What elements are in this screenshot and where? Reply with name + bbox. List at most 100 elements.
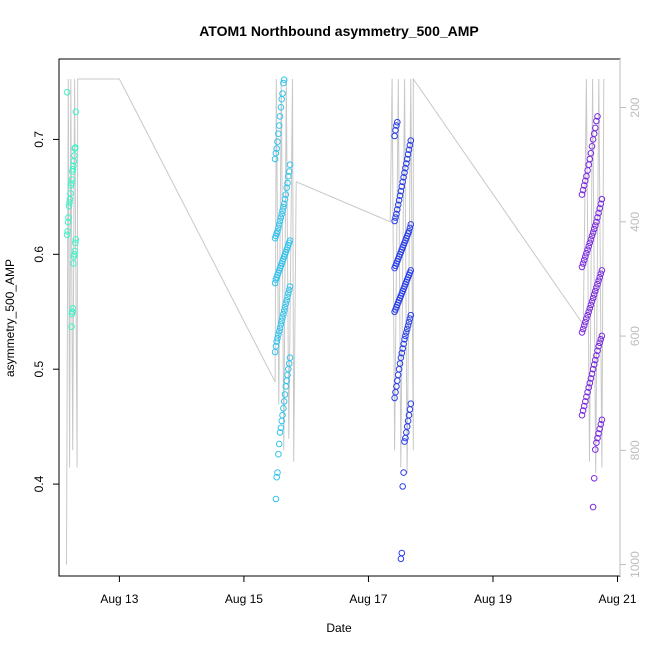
data-point — [597, 421, 605, 428]
data-point — [402, 332, 409, 340]
data-point — [271, 348, 279, 356]
data-point — [406, 224, 414, 232]
data-point — [578, 263, 586, 271]
data-point — [590, 291, 598, 298]
data-point — [68, 310, 76, 318]
data-point — [594, 113, 601, 120]
x-tick-label: Aug 13 — [100, 592, 138, 606]
data-point — [403, 325, 411, 333]
data-point — [72, 239, 79, 247]
y2-tick-label: 800 — [628, 440, 642, 460]
data-point — [587, 375, 595, 382]
data-point — [401, 336, 408, 343]
data-point — [280, 310, 287, 318]
data-point — [276, 324, 284, 332]
data-point — [579, 325, 587, 333]
data-point — [593, 352, 600, 359]
data-point — [272, 495, 280, 503]
data-point — [273, 338, 281, 345]
data-point — [66, 195, 74, 203]
data-point — [580, 402, 588, 410]
y2-tick-label: 400 — [628, 211, 642, 231]
data-point — [595, 277, 602, 285]
x-tick-label: Aug 21 — [598, 592, 636, 606]
data-point — [283, 184, 291, 191]
data-point — [67, 182, 75, 189]
data-point — [597, 200, 605, 208]
x-tick-label: Aug 17 — [349, 592, 387, 606]
data-point — [401, 438, 408, 445]
data-point — [394, 118, 401, 126]
data-point — [405, 146, 413, 154]
data-point — [589, 365, 597, 373]
data-point — [391, 308, 398, 316]
data-point — [403, 155, 411, 163]
data-point — [273, 473, 281, 481]
data-point — [579, 186, 587, 194]
data-point — [597, 336, 605, 343]
data-point — [271, 279, 279, 287]
data-point — [399, 178, 407, 186]
data-point — [598, 332, 606, 340]
data-point — [588, 370, 596, 378]
data-point — [406, 141, 414, 149]
data-point — [70, 158, 78, 165]
data-point — [280, 76, 288, 83]
data-point — [394, 201, 402, 209]
data-point — [275, 122, 283, 129]
data-point — [582, 398, 589, 405]
data-point — [275, 224, 282, 232]
data-point — [584, 246, 591, 253]
y2-tick-label: 1000 — [628, 551, 642, 578]
data-point — [70, 260, 77, 267]
data-point — [391, 132, 398, 140]
data-point — [400, 340, 407, 348]
data-point — [400, 469, 407, 476]
data-point — [282, 383, 290, 390]
data-point — [404, 151, 412, 158]
data-point — [593, 439, 600, 447]
data-point — [281, 303, 289, 311]
data-point — [391, 264, 398, 272]
chart-title: ATOM1 Northbound asymmetry_500_AMP — [199, 23, 479, 39]
data-point — [397, 555, 405, 563]
data-point — [394, 206, 401, 213]
data-point — [277, 321, 285, 328]
data-point — [583, 172, 590, 180]
data-point — [595, 430, 602, 437]
data-point — [582, 318, 589, 326]
data-point — [279, 207, 286, 214]
data-point — [404, 322, 412, 329]
data-point — [589, 503, 597, 511]
data-point — [589, 294, 597, 302]
data-point — [598, 416, 606, 424]
data-point — [282, 191, 290, 198]
data-point — [403, 160, 410, 167]
data-point — [587, 236, 595, 243]
data-point — [594, 434, 601, 442]
data-point — [275, 221, 283, 228]
data-point — [400, 174, 407, 181]
data-point — [580, 256, 588, 264]
data-point — [284, 179, 291, 187]
data-point — [401, 169, 408, 176]
data-point — [580, 322, 588, 329]
data-point — [278, 317, 286, 325]
data-point — [405, 318, 413, 326]
data-point — [397, 187, 405, 195]
data-point — [392, 214, 399, 221]
data-point — [596, 425, 604, 433]
data-point — [285, 168, 293, 175]
data-point — [578, 329, 586, 336]
data-point — [582, 177, 589, 185]
data-point — [280, 398, 288, 405]
data-point — [285, 286, 293, 294]
data-point — [598, 195, 606, 203]
data-point — [583, 393, 590, 401]
data-point — [592, 446, 599, 453]
data-point — [596, 339, 604, 347]
data-point — [593, 218, 600, 226]
data-point — [588, 298, 596, 305]
